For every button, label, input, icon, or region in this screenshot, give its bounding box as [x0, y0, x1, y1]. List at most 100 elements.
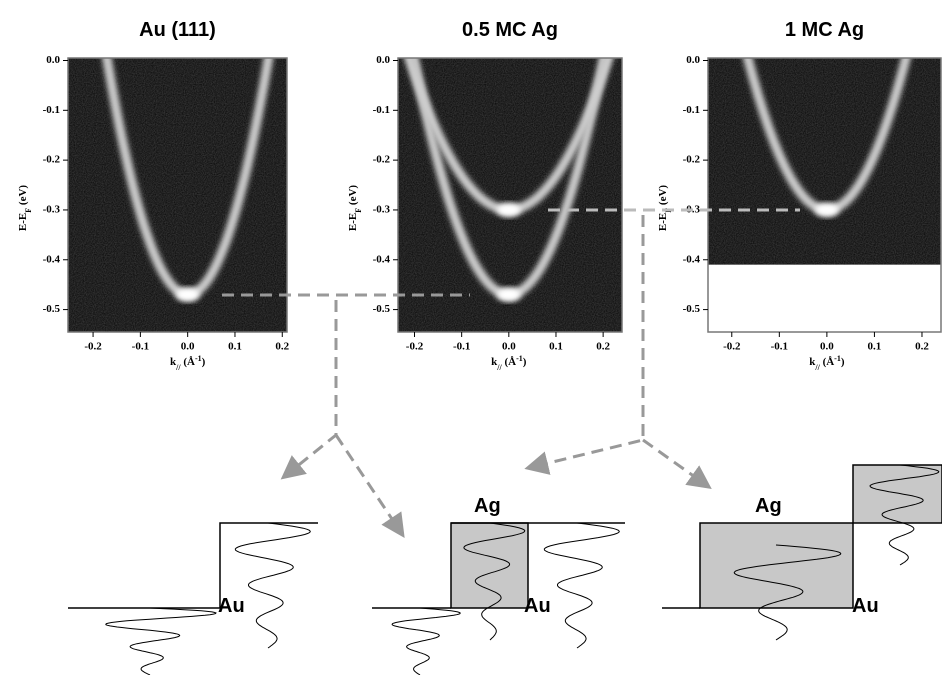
label-ag: Ag	[474, 495, 501, 517]
label-au: Au	[852, 595, 879, 617]
y-tick-label: 0.0	[46, 54, 60, 66]
x-axis-label-part: )	[202, 356, 206, 368]
x-axis-label-part: (Å	[181, 356, 195, 368]
y-tick-label: -0.2	[683, 154, 701, 166]
x-tick-label: -0.2	[84, 341, 102, 353]
connectors	[222, 208, 800, 538]
x-tick-label: -0.2	[723, 341, 741, 353]
y-tick-label: -0.1	[43, 104, 60, 116]
band-map	[708, 58, 941, 265]
image-noise	[708, 58, 941, 265]
image-noise	[398, 58, 622, 332]
schematic	[68, 464, 942, 675]
label-ag: Ag	[755, 495, 782, 517]
arrow	[334, 434, 405, 538]
x-tick-label: 0.2	[275, 341, 289, 353]
x-tick-label: -0.1	[453, 341, 470, 353]
x-tick-label: -0.2	[406, 341, 424, 353]
x-tick-label: 0.0	[181, 341, 195, 353]
x-axis-label-part: k	[809, 356, 816, 368]
y-tick-label: -0.1	[683, 104, 700, 116]
band-bottom	[496, 287, 521, 302]
y-tick-label: -0.4	[373, 253, 391, 265]
y-axis-label-part: F	[24, 208, 33, 213]
wavefunction	[234, 522, 311, 649]
y-axis-label-part: F	[354, 208, 363, 213]
x-axis-label: k// (Å-1)	[170, 354, 206, 372]
x-tick-label: -0.1	[771, 341, 788, 353]
x-axis-label-part: )	[523, 356, 527, 368]
y-axis-label: E-EF (eV)	[17, 185, 33, 231]
label-au: Au	[524, 595, 551, 617]
x-tick-label: 0.1	[549, 341, 563, 353]
x-axis-label-part: (Å	[502, 356, 516, 368]
band-map	[398, 58, 622, 332]
wavefunction	[869, 464, 940, 566]
wavefunction	[463, 522, 526, 641]
x-axis-label-part: -1	[195, 354, 202, 363]
y-tick-label: -0.4	[43, 253, 61, 265]
band-bottom	[814, 202, 839, 217]
potential-step	[372, 522, 625, 609]
x-axis-label-part: k	[491, 356, 498, 368]
y-tick-label: -0.1	[373, 104, 390, 116]
x-axis-label-part: //	[496, 363, 502, 372]
frame	[67, 57, 288, 333]
x-axis-label: k// (Å-1)	[809, 354, 845, 372]
ag-layer	[699, 522, 854, 609]
x-axis-label-part: (Å	[820, 356, 834, 368]
ag-layer	[852, 464, 942, 524]
x-axis-label-part: //	[175, 363, 181, 372]
y-tick-label: -0.3	[373, 203, 391, 215]
x-tick-label: 0.2	[596, 341, 610, 353]
y-axis-label-part: E-E	[17, 213, 29, 231]
x-axis-label-part: //	[814, 363, 820, 372]
y-axis-label-part: (eV)	[347, 185, 359, 208]
x-tick-label: -0.1	[132, 341, 149, 353]
y-tick-label: -0.2	[43, 154, 61, 166]
ag-layer	[450, 522, 529, 609]
y-axis-label-part: (eV)	[17, 185, 29, 208]
x-tick-label: 0.0	[502, 341, 516, 353]
x-axis-label: k// (Å-1)	[491, 354, 527, 372]
y-tick-label: -0.3	[43, 203, 61, 215]
band-bottom	[496, 202, 521, 217]
x-axis-label-part: -1	[516, 354, 523, 363]
x-axis-label-part: k	[170, 356, 177, 368]
frame	[707, 57, 942, 333]
panel-title: Au (111)	[139, 19, 216, 41]
arrow	[642, 438, 712, 489]
x-tick-label: 0.1	[868, 341, 882, 353]
potential-step	[68, 522, 318, 609]
y-tick-label: -0.5	[683, 303, 701, 315]
frame	[397, 57, 623, 333]
panel-title: 1 MC Ag	[785, 19, 864, 41]
y-tick-label: 0.0	[686, 54, 700, 66]
y-axis-label: E-EF (eV)	[347, 185, 363, 231]
y-tick-label: -0.5	[373, 303, 391, 315]
x-tick-label: 0.2	[915, 341, 929, 353]
band-map	[68, 58, 287, 332]
y-tick-label: -0.4	[683, 253, 701, 265]
wavefunction	[543, 522, 620, 649]
x-axis-label-part: -1	[834, 354, 841, 363]
band-bottom	[175, 287, 200, 302]
x-tick-label: 0.0	[820, 341, 834, 353]
x-axis-label-part: )	[841, 356, 845, 368]
wavefunction	[733, 544, 842, 641]
y-tick-label: -0.5	[43, 303, 61, 315]
y-axis-label-part: (eV)	[657, 185, 669, 208]
wavefunction	[391, 607, 461, 675]
x-tick-label: 0.1	[228, 341, 242, 353]
arrow	[280, 300, 338, 480]
y-tick-label: -0.2	[373, 154, 391, 166]
wavefunction	[105, 607, 217, 675]
y-axis-label-part: E-E	[657, 213, 669, 231]
y-axis-label: E-EF (eV)	[657, 185, 673, 231]
y-axis-label-part: E-E	[347, 213, 359, 231]
y-tick-label: 0.0	[376, 54, 390, 66]
panel-title: 0.5 MC Ag	[462, 19, 558, 41]
panels: Au (111) 0.0 -0.1 -0.2 -0.3 -0.4 -0.5 -0.2 -0.1 0…	[17, 19, 942, 372]
label-au: Au	[218, 595, 245, 617]
